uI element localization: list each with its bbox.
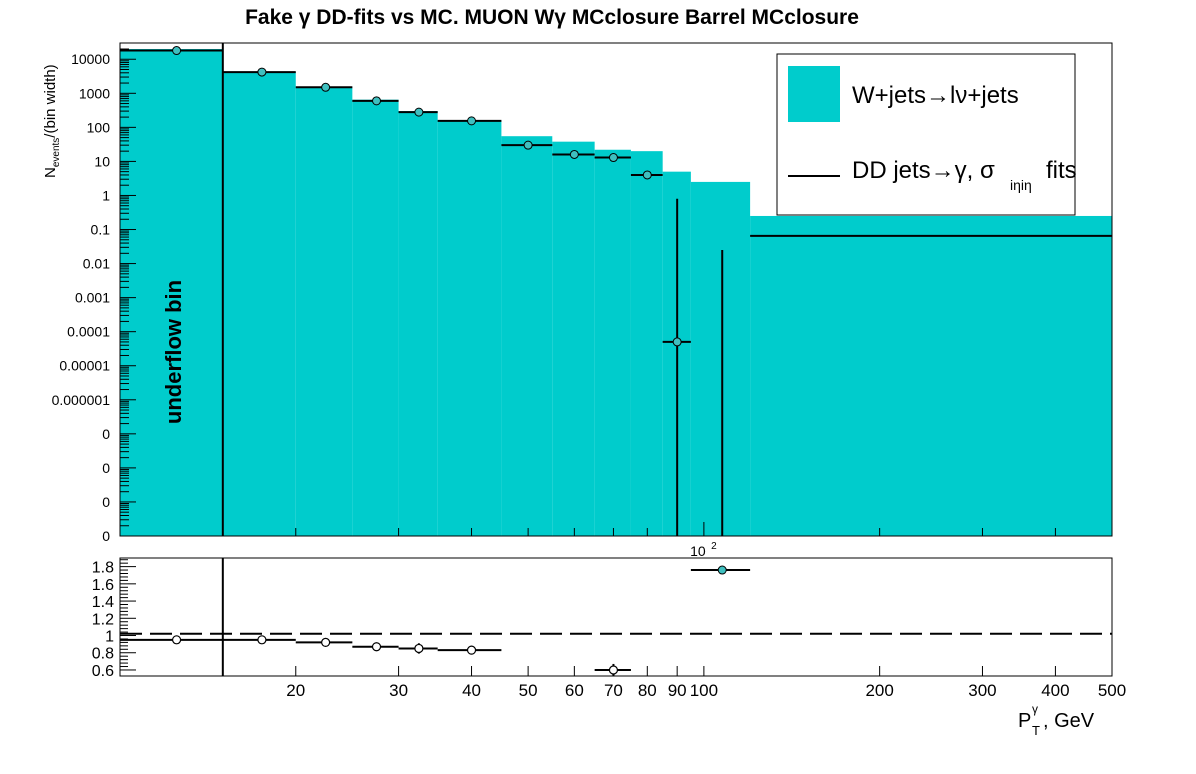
mc-bar-9 <box>630 151 663 536</box>
ratio-point-4 <box>414 643 424 654</box>
legend: W+jets→lν+jets DD jets→γ, σ iηiη fits <box>776 53 1077 216</box>
mc-bar-5 <box>437 120 502 536</box>
y-tick-label: 10000 <box>71 51 110 67</box>
legend-label-dd-tail: fits <box>1046 157 1077 184</box>
dd-point-11 <box>717 565 727 575</box>
y-tick-label: 0.1 <box>91 222 111 238</box>
x-tick-label: 300 <box>968 681 996 700</box>
x-tick-label: 40 <box>462 681 481 700</box>
legend-label-dd: DD jets→γ, σ <box>852 157 995 184</box>
dd-point-3 <box>372 96 382 106</box>
x-tick-label: 50 <box>519 681 538 700</box>
x-tick-label: 400 <box>1041 681 1069 700</box>
legend-swatch-mc <box>788 66 840 122</box>
x-tick-label: 20 <box>286 681 305 700</box>
y-tick-label: 0.01 <box>83 256 110 272</box>
x-tick-label: 500 <box>1098 681 1126 700</box>
y-tick-label: 0 <box>102 494 110 510</box>
x-tick-label: 80 <box>638 681 657 700</box>
mc-bar-0 <box>120 48 223 537</box>
ratio-point-6 <box>608 665 619 675</box>
x-mid-label-exponent: 2 <box>711 541 717 552</box>
ratio-y-tick-label: 0.8 <box>92 646 114 663</box>
legend-label-dd-subscript: iηiη <box>1010 177 1032 193</box>
dd-point-9 <box>642 170 652 180</box>
chart-title: Fake γ DD-fits vs MC. MUON Wγ MCclosure … <box>245 6 859 29</box>
y-tick-label: 1000 <box>79 85 110 101</box>
x-axis-title-tail: , GeV <box>1043 710 1095 732</box>
dd-point-10 <box>672 337 682 347</box>
dd-point-8 <box>608 153 618 163</box>
y-tick-label: 0 <box>102 528 110 544</box>
dd-point-0 <box>172 46 182 56</box>
main-frame <box>119 42 1113 537</box>
mc-bar-1 <box>222 72 296 537</box>
y-tick-label: 0.000001 <box>52 392 111 408</box>
y-tick-label: 0.00001 <box>59 358 110 374</box>
ratio-plot-panel: 0.60.811.21.41.61.8 20 30 40 50 60 70 80 90 100 20… <box>92 557 1126 700</box>
y-axis-title: Nevents/(bin width) <box>42 64 62 178</box>
x-axis-title-superscript: γ <box>1032 702 1038 716</box>
mc-bar-11 <box>690 181 751 536</box>
dd-point-5 <box>467 116 477 126</box>
dd-point-1 <box>257 67 267 77</box>
mc-bar-2 <box>295 87 353 536</box>
y-tick-label: 100 <box>87 119 111 135</box>
ratio-frame <box>119 557 1113 677</box>
mc-bar-7 <box>552 141 595 536</box>
axis-titles: Nevents/(bin width) PγT, GeV <box>42 64 1095 738</box>
x-mid-label: 10 <box>690 543 706 559</box>
dd-point-7 <box>569 149 579 159</box>
ratio-point-2 <box>321 637 331 648</box>
ratio-y-tick-label: 1.8 <box>92 560 114 577</box>
main-plot-panel: 1000010001001010.10.010.0010.00010.00001… <box>52 42 1113 575</box>
ratio-y-tick-label: 0.6 <box>92 663 114 680</box>
x-tick-label: 200 <box>865 681 893 700</box>
ratio-point-1 <box>257 635 267 645</box>
dd-point-2 <box>321 82 331 92</box>
underflow-label: underflow bin <box>161 280 186 424</box>
dd-point-6 <box>523 140 533 150</box>
mc-bar-8 <box>594 149 631 537</box>
y-tick-label: 0.001 <box>75 290 110 306</box>
ratio-y-tick-label: 1.4 <box>92 594 114 611</box>
x-tick-label: 100 <box>690 681 718 700</box>
x-tick-label: 90 <box>668 681 687 700</box>
y-tick-label: 0 <box>102 460 110 476</box>
ratio-y-tick-label: 1.2 <box>92 611 114 628</box>
x-tick-label: 30 <box>389 681 408 700</box>
y-tick-label: 10 <box>94 153 110 169</box>
ratio-point-0 <box>171 635 182 645</box>
x-tick-label: 60 <box>565 681 584 700</box>
ratio-y-tick-label: 1.6 <box>92 577 114 594</box>
mc-bar-6 <box>501 136 553 536</box>
x-tick-label: 70 <box>604 681 623 700</box>
mc-bar-4 <box>398 111 438 537</box>
x-axis-title-main: P <box>1018 710 1031 732</box>
legend-label-mc: W+jets→lν+jets <box>852 82 1019 109</box>
x-axis-title-subscript: T <box>1032 723 1040 738</box>
y-tick-label: 0.0001 <box>67 324 110 340</box>
ratio-y-tick-label: 1 <box>105 629 114 646</box>
y-tick-label: 0 <box>102 426 110 442</box>
mc-bar-3 <box>352 99 399 536</box>
ratio-point-5 <box>466 645 477 655</box>
mc-bar-12 <box>750 215 1112 536</box>
y-tick-label: 1 <box>102 187 110 203</box>
ratio-point-3 <box>371 642 382 652</box>
dd-point-4 <box>414 107 424 117</box>
